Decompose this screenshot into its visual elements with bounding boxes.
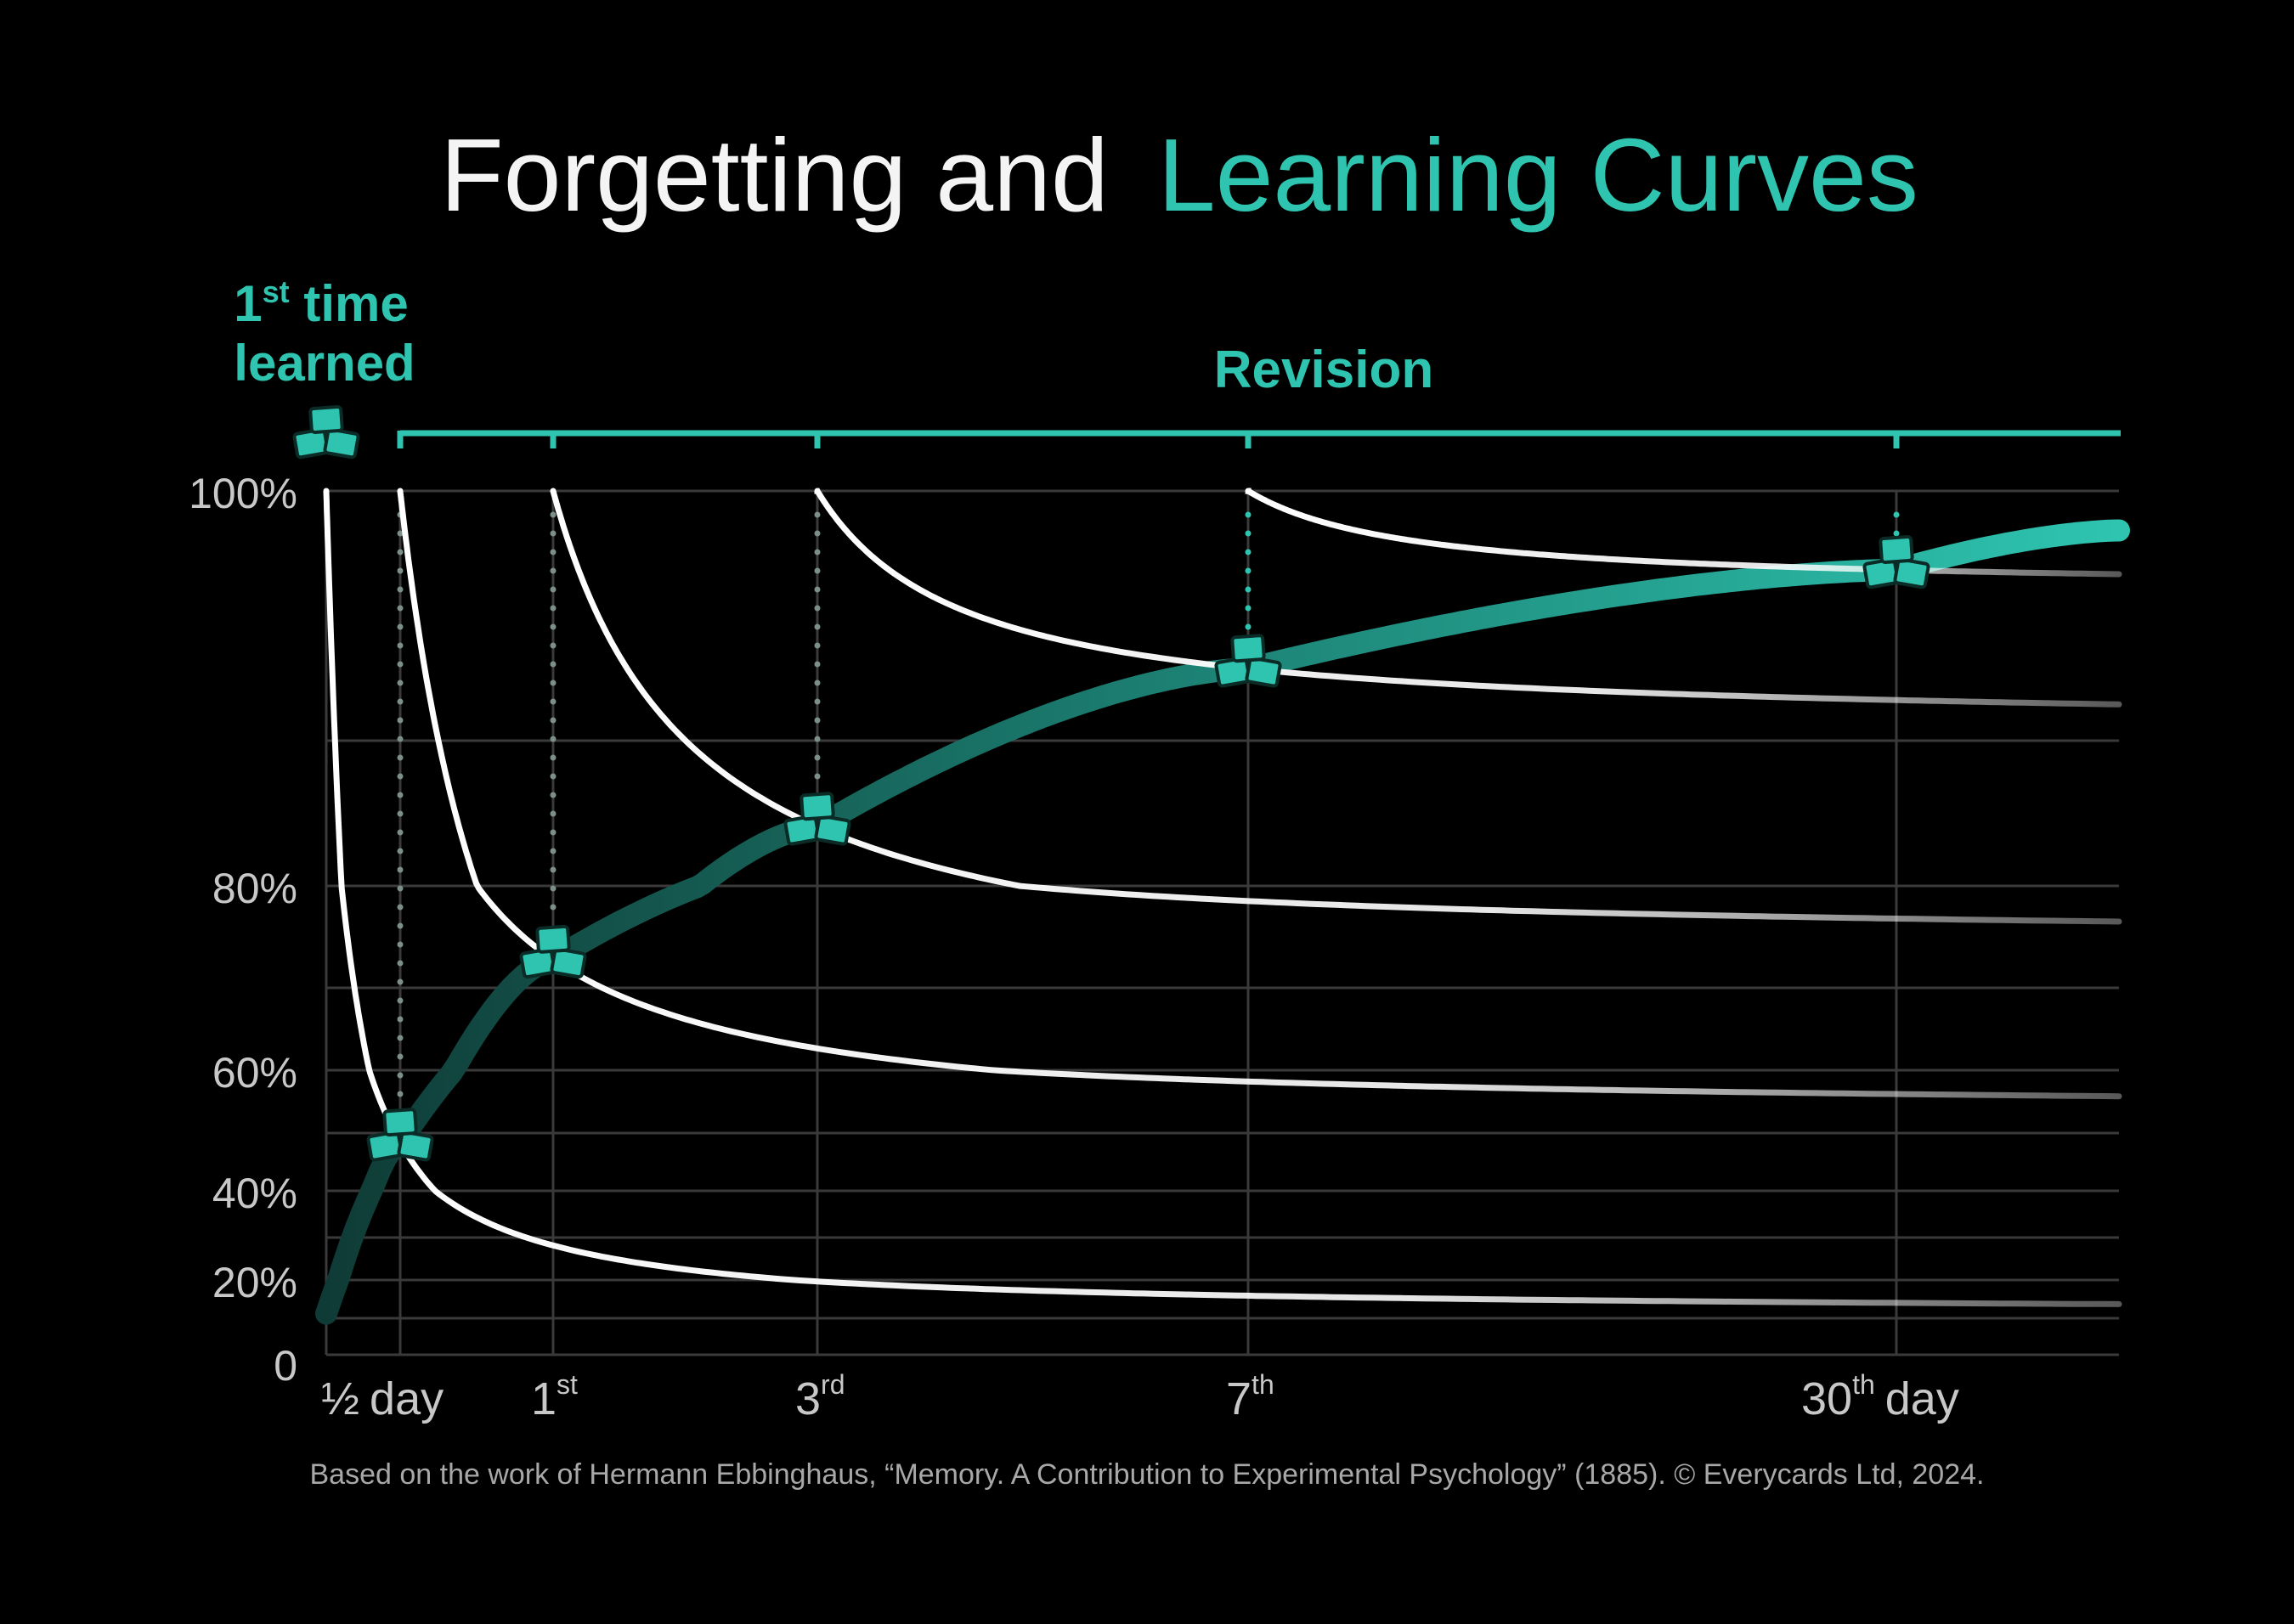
revision-label: Revision	[1214, 341, 1433, 399]
card-icon	[1230, 634, 1266, 663]
card-icon	[382, 1108, 418, 1137]
card-icon	[550, 947, 587, 979]
card-icon	[1893, 557, 1930, 589]
x-tick-main: 1	[531, 1373, 557, 1424]
y-tick-label: 60%	[212, 1049, 297, 1097]
x-tick-label: 1st	[531, 1369, 578, 1424]
card-icon	[535, 924, 571, 954]
x-tick-main: ½	[321, 1373, 359, 1424]
card-icon	[1245, 656, 1282, 688]
first-learned-label: 1st time	[234, 274, 408, 332]
y-tick-label: 40%	[212, 1170, 297, 1217]
card-icon	[323, 427, 360, 460]
y-tick-label: 20%	[212, 1259, 297, 1306]
x-tick-main: 30	[1801, 1373, 1852, 1424]
y-tick-label: 80%	[212, 865, 297, 912]
chart-title: Forgetting and Learning Curves	[440, 117, 1918, 233]
x-tick-suffix: day	[1885, 1373, 1959, 1424]
first-learned-num: 1	[234, 275, 262, 332]
footnote: Based on the work of Hermann Ebbinghaus,…	[310, 1458, 1985, 1491]
x-tick-main: 3	[795, 1373, 821, 1424]
forgetting-curve	[323, 488, 2122, 1307]
x-tick-label: 30th day	[1801, 1369, 1959, 1424]
forgetting-curves-group	[323, 488, 2122, 1307]
revision-cards	[366, 1108, 434, 1162]
x-tick-label: ½ day	[321, 1373, 444, 1424]
x-axis-labels: ½ day 1st 3rd 7th 30th day	[321, 1369, 1959, 1424]
x-tick-sup: th	[1852, 1369, 1875, 1400]
revision-cards	[519, 924, 587, 979]
x-tick-label: 7th	[1226, 1369, 1274, 1424]
revision-guides	[397, 511, 1900, 1112]
card-icon	[1879, 535, 1914, 564]
card-icon	[308, 405, 344, 434]
revision-cards	[1862, 535, 1930, 589]
y-axis-labels: 100% 80% 60% 40% 20% 0	[189, 470, 297, 1390]
first-learned-sup: st	[263, 274, 290, 309]
y-tick-label: 0	[274, 1342, 297, 1390]
forgetting-curve	[550, 488, 2122, 925]
x-tick-main: 7	[1226, 1373, 1252, 1424]
title-part-1: Forgetting and	[440, 117, 1109, 233]
forgetting-curve	[397, 488, 2122, 1100]
first-learned-time: time	[290, 275, 409, 332]
first-learned-cards	[292, 405, 360, 460]
x-tick-sup: th	[1252, 1369, 1274, 1400]
revision-markers	[292, 405, 1930, 1162]
revision-bracket	[397, 430, 2121, 448]
x-tick-sup: rd	[821, 1369, 845, 1400]
revision-cards	[783, 792, 851, 846]
x-tick-suffix: day	[370, 1373, 444, 1424]
y-tick-label: 100%	[189, 470, 297, 517]
chart-grid	[325, 489, 2119, 1356]
card-icon	[800, 792, 835, 821]
x-tick-label: 3rd	[795, 1369, 845, 1424]
forgetting-curve	[1245, 488, 2122, 578]
first-learned-label-line2: learned	[234, 335, 415, 392]
title-part-2: Learning Curves	[1158, 117, 1918, 233]
card-icon	[814, 814, 851, 846]
revision-cards	[1214, 634, 1282, 688]
card-icon	[397, 1130, 434, 1162]
forgetting-curve	[814, 488, 2122, 708]
x-tick-sup: st	[557, 1369, 578, 1400]
